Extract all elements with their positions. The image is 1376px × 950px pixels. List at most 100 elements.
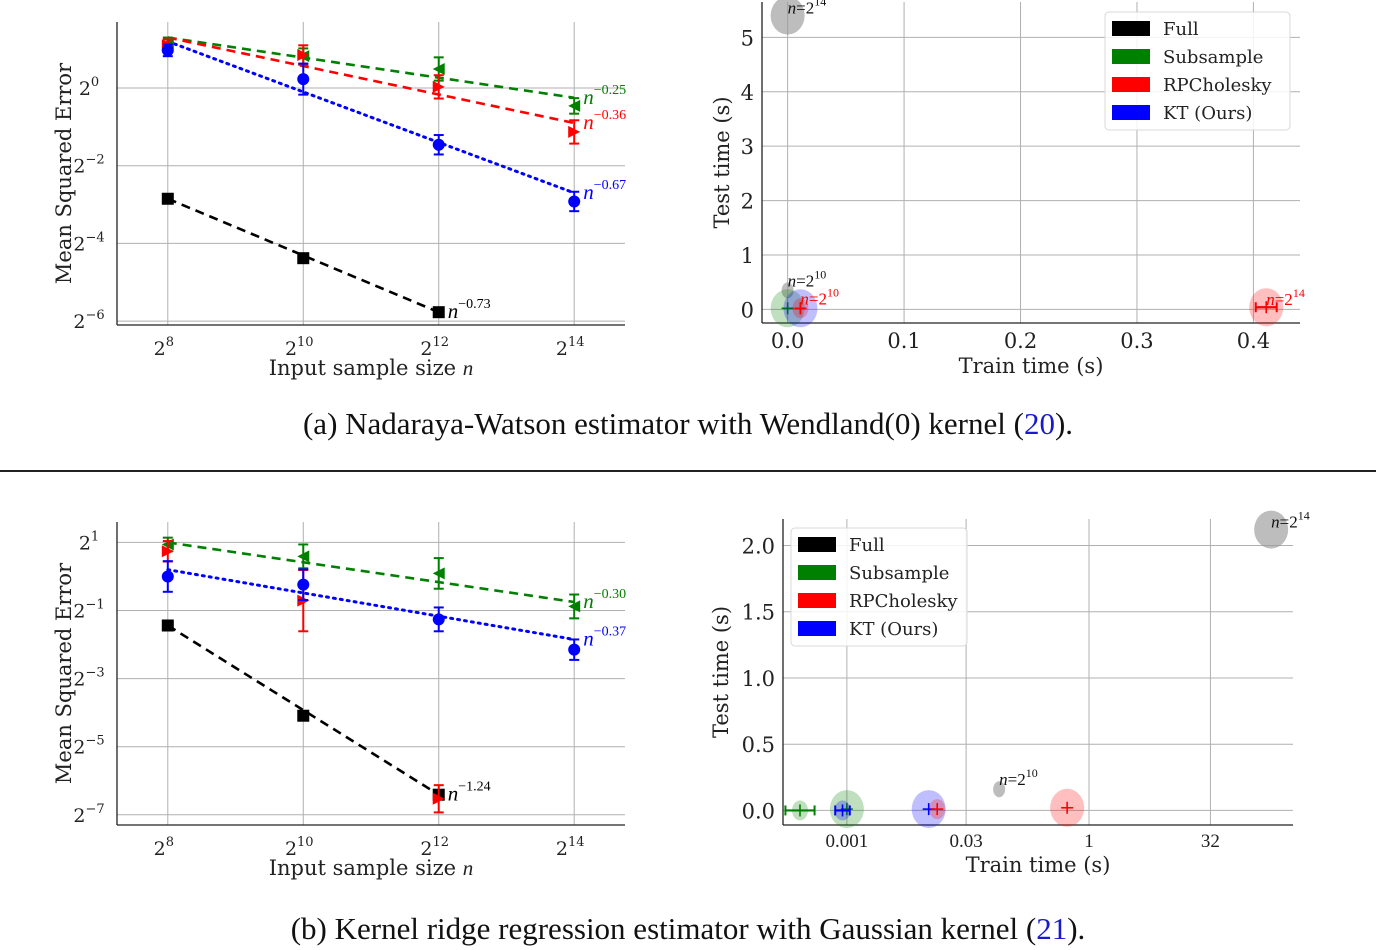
legend-label: KT (Ours): [849, 619, 938, 640]
x-tick-label: 28: [154, 835, 174, 860]
y-tick-label: 4: [741, 81, 754, 105]
data-point: [432, 567, 445, 580]
y-tick-label: 5: [741, 26, 754, 50]
legend-swatch: [798, 565, 836, 580]
rate-label: n−0.37: [583, 624, 626, 650]
legend-item-full: Full: [1112, 19, 1199, 40]
point-rpcholesky: n=210: [792, 285, 839, 319]
caption-a-mid: kernel (: [920, 406, 1024, 441]
series-full: n−1.24: [161, 619, 491, 806]
legend-label: Subsample: [1163, 47, 1263, 68]
fit-line-full: [167, 624, 440, 796]
size-annotation: n=214: [1266, 286, 1305, 309]
chart-b-left: 28 210 212 214 21 2−1 2−3 2−5 2−7 Input sample si…: [52, 522, 626, 880]
point-full: n=214: [1254, 509, 1310, 549]
legend-swatch: [798, 537, 836, 552]
point-rpcholesky: [929, 799, 946, 820]
panel-divider: [0, 470, 1376, 472]
y-tick-label: 2−6: [73, 308, 104, 333]
point-rpcholesky: n=214: [1249, 286, 1305, 327]
x-tick-label: 214: [556, 335, 585, 360]
y-tick-label: 20: [79, 75, 99, 100]
legend-label: Full: [849, 535, 885, 556]
chart-a-left: 28 210 212 214 20 2−2 2−4 2−6 Input sample size …: [52, 22, 626, 380]
size-annotation: n=214: [1271, 509, 1310, 532]
data-point: [297, 73, 310, 86]
x-tick-label: 0.001: [825, 831, 868, 852]
series-rpcholesky: n−0.36: [161, 38, 626, 145]
y-axis-label: Mean Squared Error: [52, 62, 76, 284]
legend-item-kt: KT (Ours): [1112, 103, 1252, 124]
legend-label: RPCholesky: [849, 591, 958, 612]
size-annotation: n=210: [999, 766, 1038, 789]
x-axis-label: Train time (s): [959, 354, 1104, 378]
data-point: [297, 578, 310, 591]
x-tick-label: 0.3: [1120, 329, 1153, 353]
x-tick-label: 0.4: [1237, 329, 1270, 353]
legend-swatch: [1112, 105, 1150, 120]
y-tick-label: 2: [741, 190, 754, 214]
data-point: [432, 306, 445, 319]
y-axis-label: Test time (s): [709, 606, 733, 738]
y-tick-label: 2−4: [73, 230, 104, 255]
caption-b: (b) Kernel ridge regression estimator wi…: [0, 911, 1376, 947]
x-tick-label: 210: [285, 335, 314, 360]
size-annotation: n=210: [788, 267, 827, 290]
data-point: [297, 550, 310, 563]
point-subsample: [770, 289, 805, 328]
legend-item-full: Full: [798, 535, 885, 556]
y-tick-label: 0: [741, 298, 754, 322]
series-full: n−0.73: [161, 192, 491, 323]
point-subsample: [784, 800, 816, 821]
fit-line-full: [167, 197, 440, 314]
point-kt: [834, 800, 851, 821]
size-annotation: n=210: [800, 285, 839, 308]
fit-line-kt: [166, 568, 576, 641]
point-kt: [911, 790, 946, 829]
data-point: [432, 613, 445, 626]
point-full: n=210: [781, 267, 827, 299]
data-point: [568, 195, 581, 208]
x-tick-label: 0.2: [1004, 329, 1037, 353]
caption-b-reference-link[interactable]: 21: [1036, 911, 1068, 946]
point-rpcholesky: [1050, 788, 1085, 827]
rate-label: n−0.67: [583, 178, 626, 204]
bubble: [781, 282, 794, 299]
point-full: n=214: [770, 0, 826, 35]
x-tick-label: 212: [420, 335, 449, 360]
caption-a-reference-link[interactable]: 20: [1023, 406, 1055, 441]
legend-frame: [1104, 11, 1291, 131]
series-kt: n−0.37: [161, 560, 626, 661]
x-tick-label: 210: [285, 835, 314, 860]
legend-item-subsample: Subsample: [1112, 47, 1263, 68]
series-subsample: n−0.30: [161, 536, 626, 620]
caption-a-text: (a) Nadaraya-Watson estimator with Wendl…: [302, 406, 885, 441]
data-point: [161, 44, 174, 57]
data-point: [161, 570, 174, 583]
x-tick-label: 28: [154, 335, 174, 360]
data-point: [161, 545, 174, 558]
point-full: n=210: [993, 766, 1038, 798]
data-point: [297, 49, 310, 62]
legend: Full Subsample RPCholesky KT (Ours): [1104, 11, 1291, 131]
legend-item-subsample: Subsample: [798, 563, 949, 584]
y-tick-label: 2−7: [73, 802, 104, 827]
y-axis-label: Mean Squared Error: [52, 562, 76, 784]
y-tick-label: 2−1: [73, 598, 104, 623]
x-tick-label: 0.1: [887, 329, 920, 353]
x-axis-label: Input sample size n: [269, 356, 474, 380]
bubble: [770, 0, 805, 35]
rate-label: n−0.36: [583, 108, 626, 134]
x-tick-label: 212: [420, 835, 449, 860]
y-tick-label: 1.5: [742, 601, 775, 625]
legend-swatch: [1112, 77, 1150, 92]
x-tick-label: 1: [1084, 831, 1094, 852]
chart-b-right: 0.001 0.03 1 32 0.0 0.5 1.0 1.5 2.0 Train time (s…: [709, 509, 1310, 877]
y-axis-label: Test time (s): [710, 96, 734, 228]
caption-a: (a) Nadaraya-Watson estimator with Wendl…: [0, 406, 1376, 442]
series-subsample: n−0.25: [161, 36, 626, 115]
data-point: [297, 709, 310, 722]
fit-line-kt: [166, 39, 576, 195]
legend-label: Subsample: [849, 563, 949, 584]
